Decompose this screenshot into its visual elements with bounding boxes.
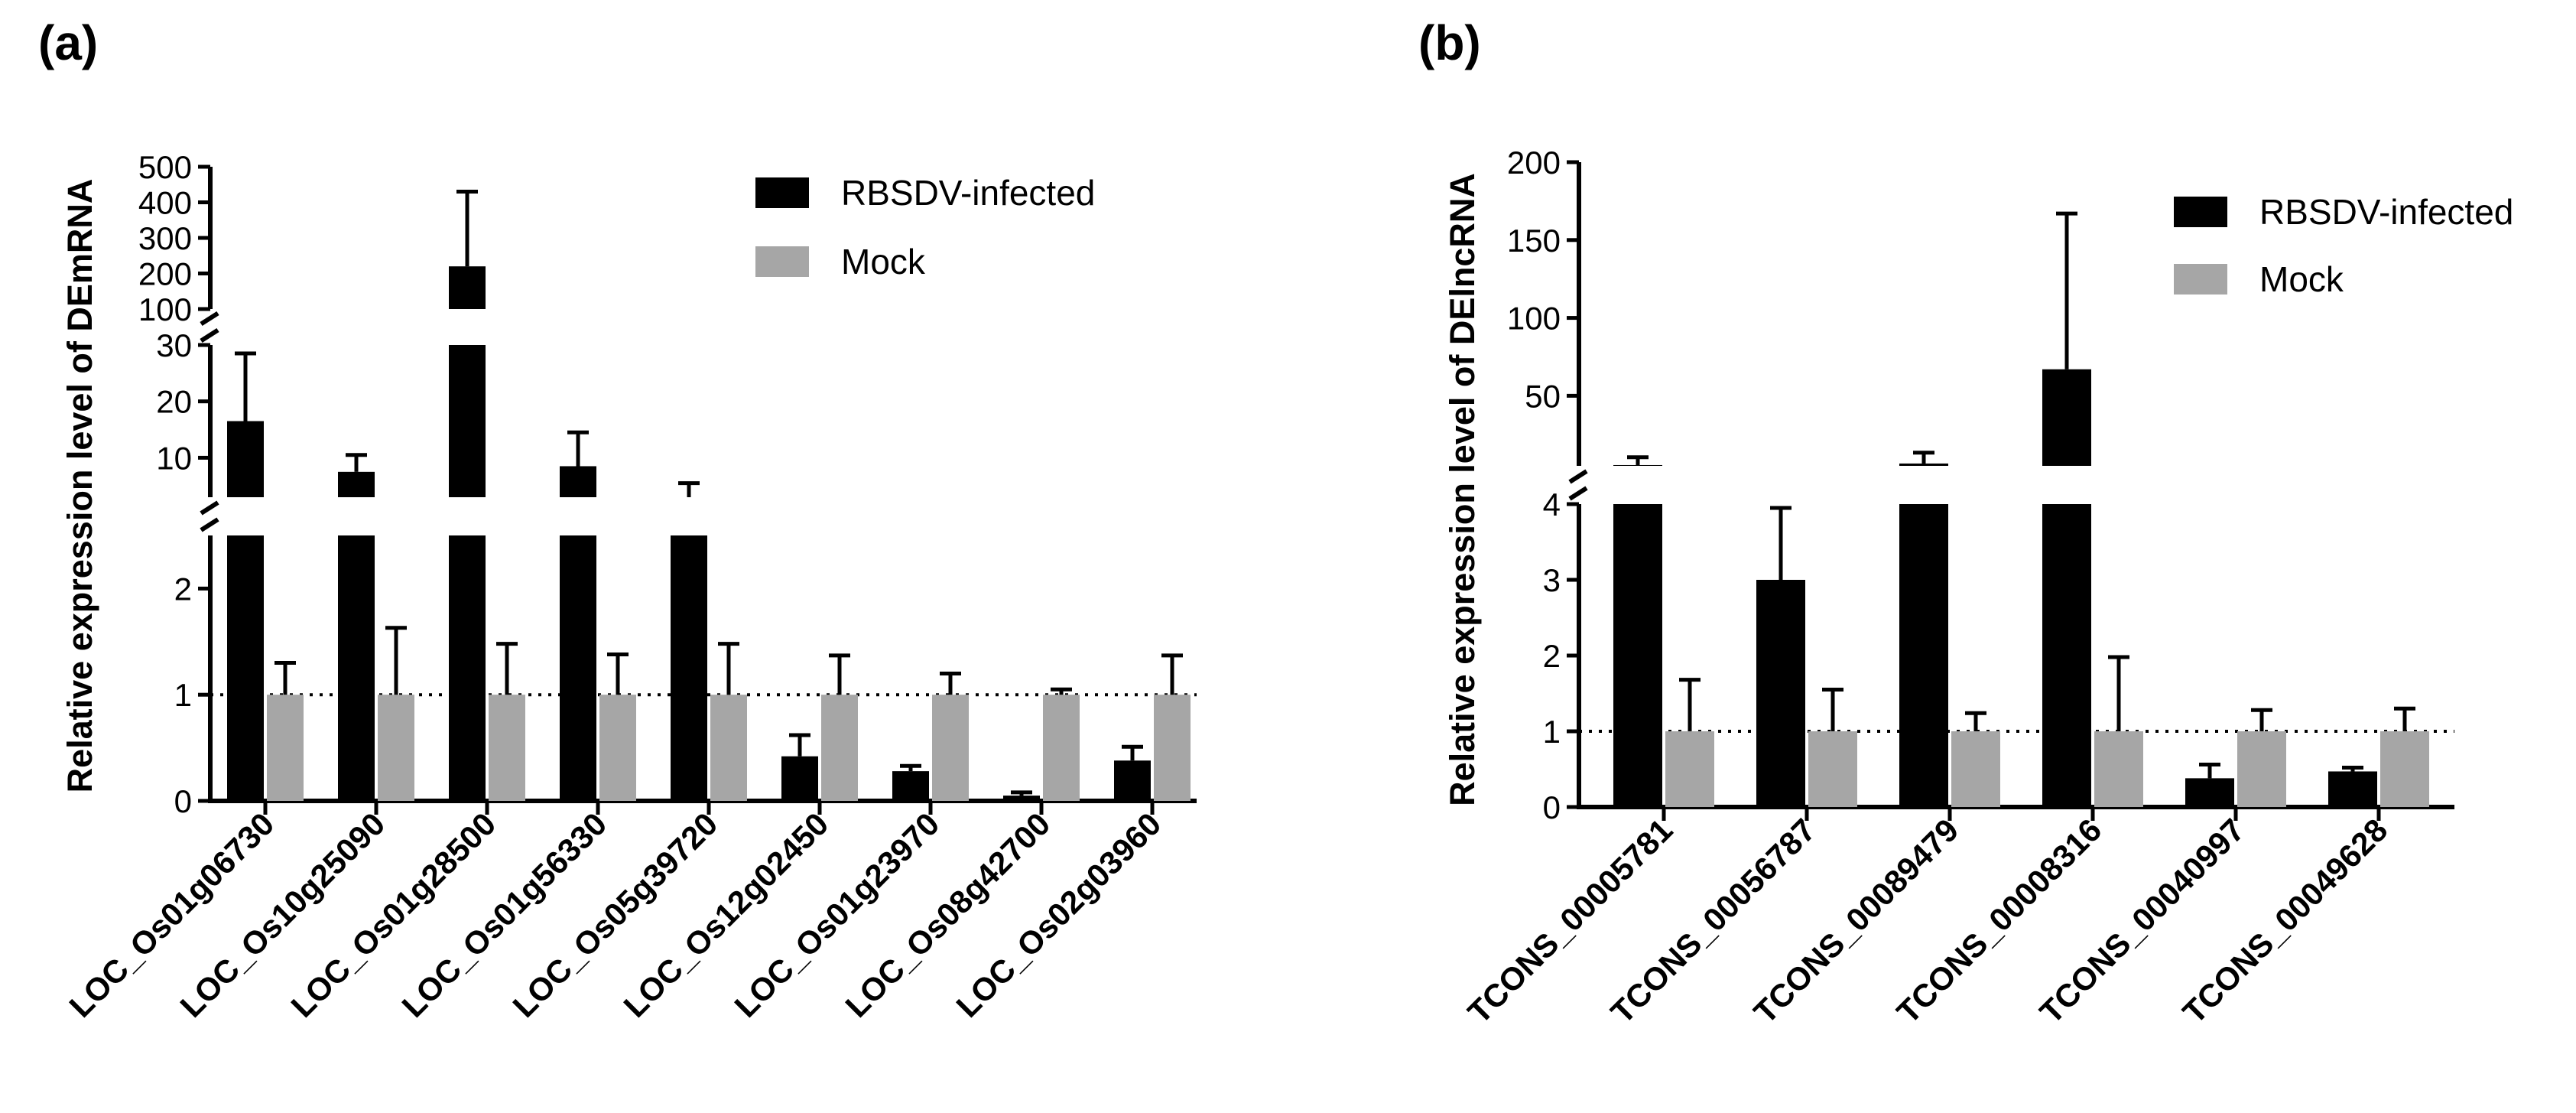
panel-a-y-tick-label: 1	[174, 677, 192, 713]
panel-a-bar-infected	[892, 771, 929, 801]
panel-b-bar-mock	[1665, 731, 1714, 807]
panel-b-axis-break-mark	[1568, 486, 1588, 501]
panel-b-bar-mock	[1951, 731, 2000, 807]
panel-a-bar-mock	[489, 695, 525, 801]
panel-b-axis-break-mark	[1568, 469, 1588, 484]
panel-a-category-label: LOC_Os12g02450	[617, 805, 836, 1024]
panel-b-y-axis-title: Relative expression level of DElncRNA	[1443, 173, 1482, 806]
panel-a-bar-infected	[781, 756, 818, 801]
panel-a-bar-infected	[560, 466, 596, 497]
panel-b-bar-infected	[1613, 464, 1662, 466]
panel-b-bar-infected	[1899, 504, 1948, 807]
panel-a-legend-swatch-infected	[755, 177, 809, 208]
panel-a-bar-mock	[932, 695, 969, 801]
panel-a-chart: (a) Relative expression level of DEmRNA 0 1…	[38, 15, 1197, 1024]
panel-b-bar-mock	[2380, 731, 2429, 807]
panel-b-y-tick-label: 150	[1507, 223, 1561, 259]
panel-a-bar-infected	[449, 345, 486, 497]
panel-a-bar-infected	[227, 535, 264, 801]
panel-b-bar-infected	[2042, 504, 2091, 807]
panel-b-y-tick-label: 200	[1507, 145, 1561, 181]
panel-a-category-label: LOC_Os01g56330	[395, 805, 614, 1024]
panel-a-y-tick-label: 10	[156, 440, 192, 476]
panel-a-bar-mock	[1154, 695, 1191, 801]
panel-a-bar-mock	[267, 695, 304, 801]
panel-b-bar-infected	[1756, 580, 1805, 807]
panel-b-bar-infected	[1613, 504, 1662, 807]
panel-b-legend: RBSDV-infected Mock	[2174, 192, 2513, 299]
panel-a-category-label: LOC_Os08g42700	[839, 805, 1057, 1024]
panel-a-axis-break-mark	[200, 517, 219, 532]
panel-b-y-tick-label: 2	[1543, 638, 1561, 674]
panel-b-bar-infected	[2042, 369, 2091, 466]
panel-a-y-tick-label: 100	[138, 291, 192, 327]
panel-b-bar-infected	[1899, 463, 1948, 466]
panel-a-category-label: LOC_Os10g25090	[174, 805, 392, 1024]
panel-a-bar-infected	[338, 535, 375, 801]
panel-a-legend-swatch-mock	[755, 246, 809, 277]
panel-a-bar-mock	[710, 695, 747, 801]
panel-b-legend-swatch-mock	[2174, 264, 2227, 295]
panel-a-category-label: LOC_Os01g06730	[63, 805, 281, 1024]
panel-a-bar-mock	[599, 695, 636, 801]
panel-b-legend-label-mock: Mock	[2259, 259, 2344, 299]
panel-b-bar-mock	[1808, 731, 1857, 807]
panel-a-bar-mock	[1043, 695, 1080, 801]
panel-a-y-tick-label: 500	[138, 149, 192, 185]
panel-a-legend-label-infected: RBSDV-infected	[841, 173, 1095, 213]
panel-b-y-tick-label: 100	[1507, 301, 1561, 337]
panel-b-y-tick-label: 0	[1543, 789, 1561, 825]
panel-a-y-tick-label: 2	[174, 571, 192, 607]
panel-a-bar-infected	[1003, 796, 1040, 801]
panel-a-y-tick-label: 400	[138, 185, 192, 221]
panel-b-bar-infected	[2185, 778, 2234, 807]
panel-a-y-tick-label: 20	[156, 384, 192, 420]
panel-b-bar-mock	[2094, 731, 2143, 807]
panel-a-legend: RBSDV-infected Mock	[755, 173, 1095, 282]
panel-a-category-label: LOC_Os05g39720	[506, 805, 725, 1024]
panel-b-y-tick-label: 1	[1543, 714, 1561, 750]
panel-a-y-tick-label: 0	[174, 783, 192, 819]
panel-a-category-label: LOC_Os01g23970	[728, 805, 947, 1024]
panel-a-category-label: LOC_Os02g03960	[950, 805, 1168, 1024]
panel-a-bar-mock	[821, 695, 858, 801]
panel-a-bar-infected	[449, 266, 486, 309]
panel-b-label: (b)	[1418, 15, 1481, 70]
panel-b-y-tick-label: 50	[1525, 378, 1561, 414]
panel-a-category-label: LOC_Os01g28500	[284, 805, 503, 1024]
panel-a-bar-infected	[671, 535, 707, 801]
panel-b-y-tick-label: 3	[1543, 562, 1561, 598]
panel-a-y-tick-label: 300	[138, 220, 192, 256]
panel-a-y-tick-label: 200	[138, 256, 192, 292]
panel-a-bar-infected	[227, 421, 264, 497]
panel-a-axis-break-mark	[200, 500, 219, 516]
panel-a-bar-infected	[1114, 760, 1151, 801]
panel-a-bar-infected	[449, 535, 486, 801]
panel-a-bar-infected	[560, 535, 596, 801]
panel-b-legend-swatch-infected	[2174, 197, 2227, 227]
panel-a-bar-mock	[378, 695, 414, 801]
panel-a-legend-label-mock: Mock	[841, 242, 926, 282]
panel-b-y-tick-label: 4	[1543, 487, 1561, 522]
panel-a-bar-infected	[338, 471, 375, 497]
panel-a-y-axis-title: Relative expression level of DEmRNA	[60, 179, 99, 793]
panel-a-label: (a)	[38, 15, 98, 70]
panel-b-bar-mock	[2237, 731, 2286, 807]
panel-a-axis-break-mark	[200, 327, 219, 343]
panel-b-chart: (b) Relative expression level of DElncRNA…	[1418, 15, 2513, 1030]
panel-a-y-tick-label: 30	[156, 327, 192, 363]
panel-b-legend-label-infected: RBSDV-infected	[2259, 192, 2513, 232]
panel-a-axis-break-mark	[200, 311, 219, 327]
panel-b-bar-infected	[2328, 771, 2377, 807]
